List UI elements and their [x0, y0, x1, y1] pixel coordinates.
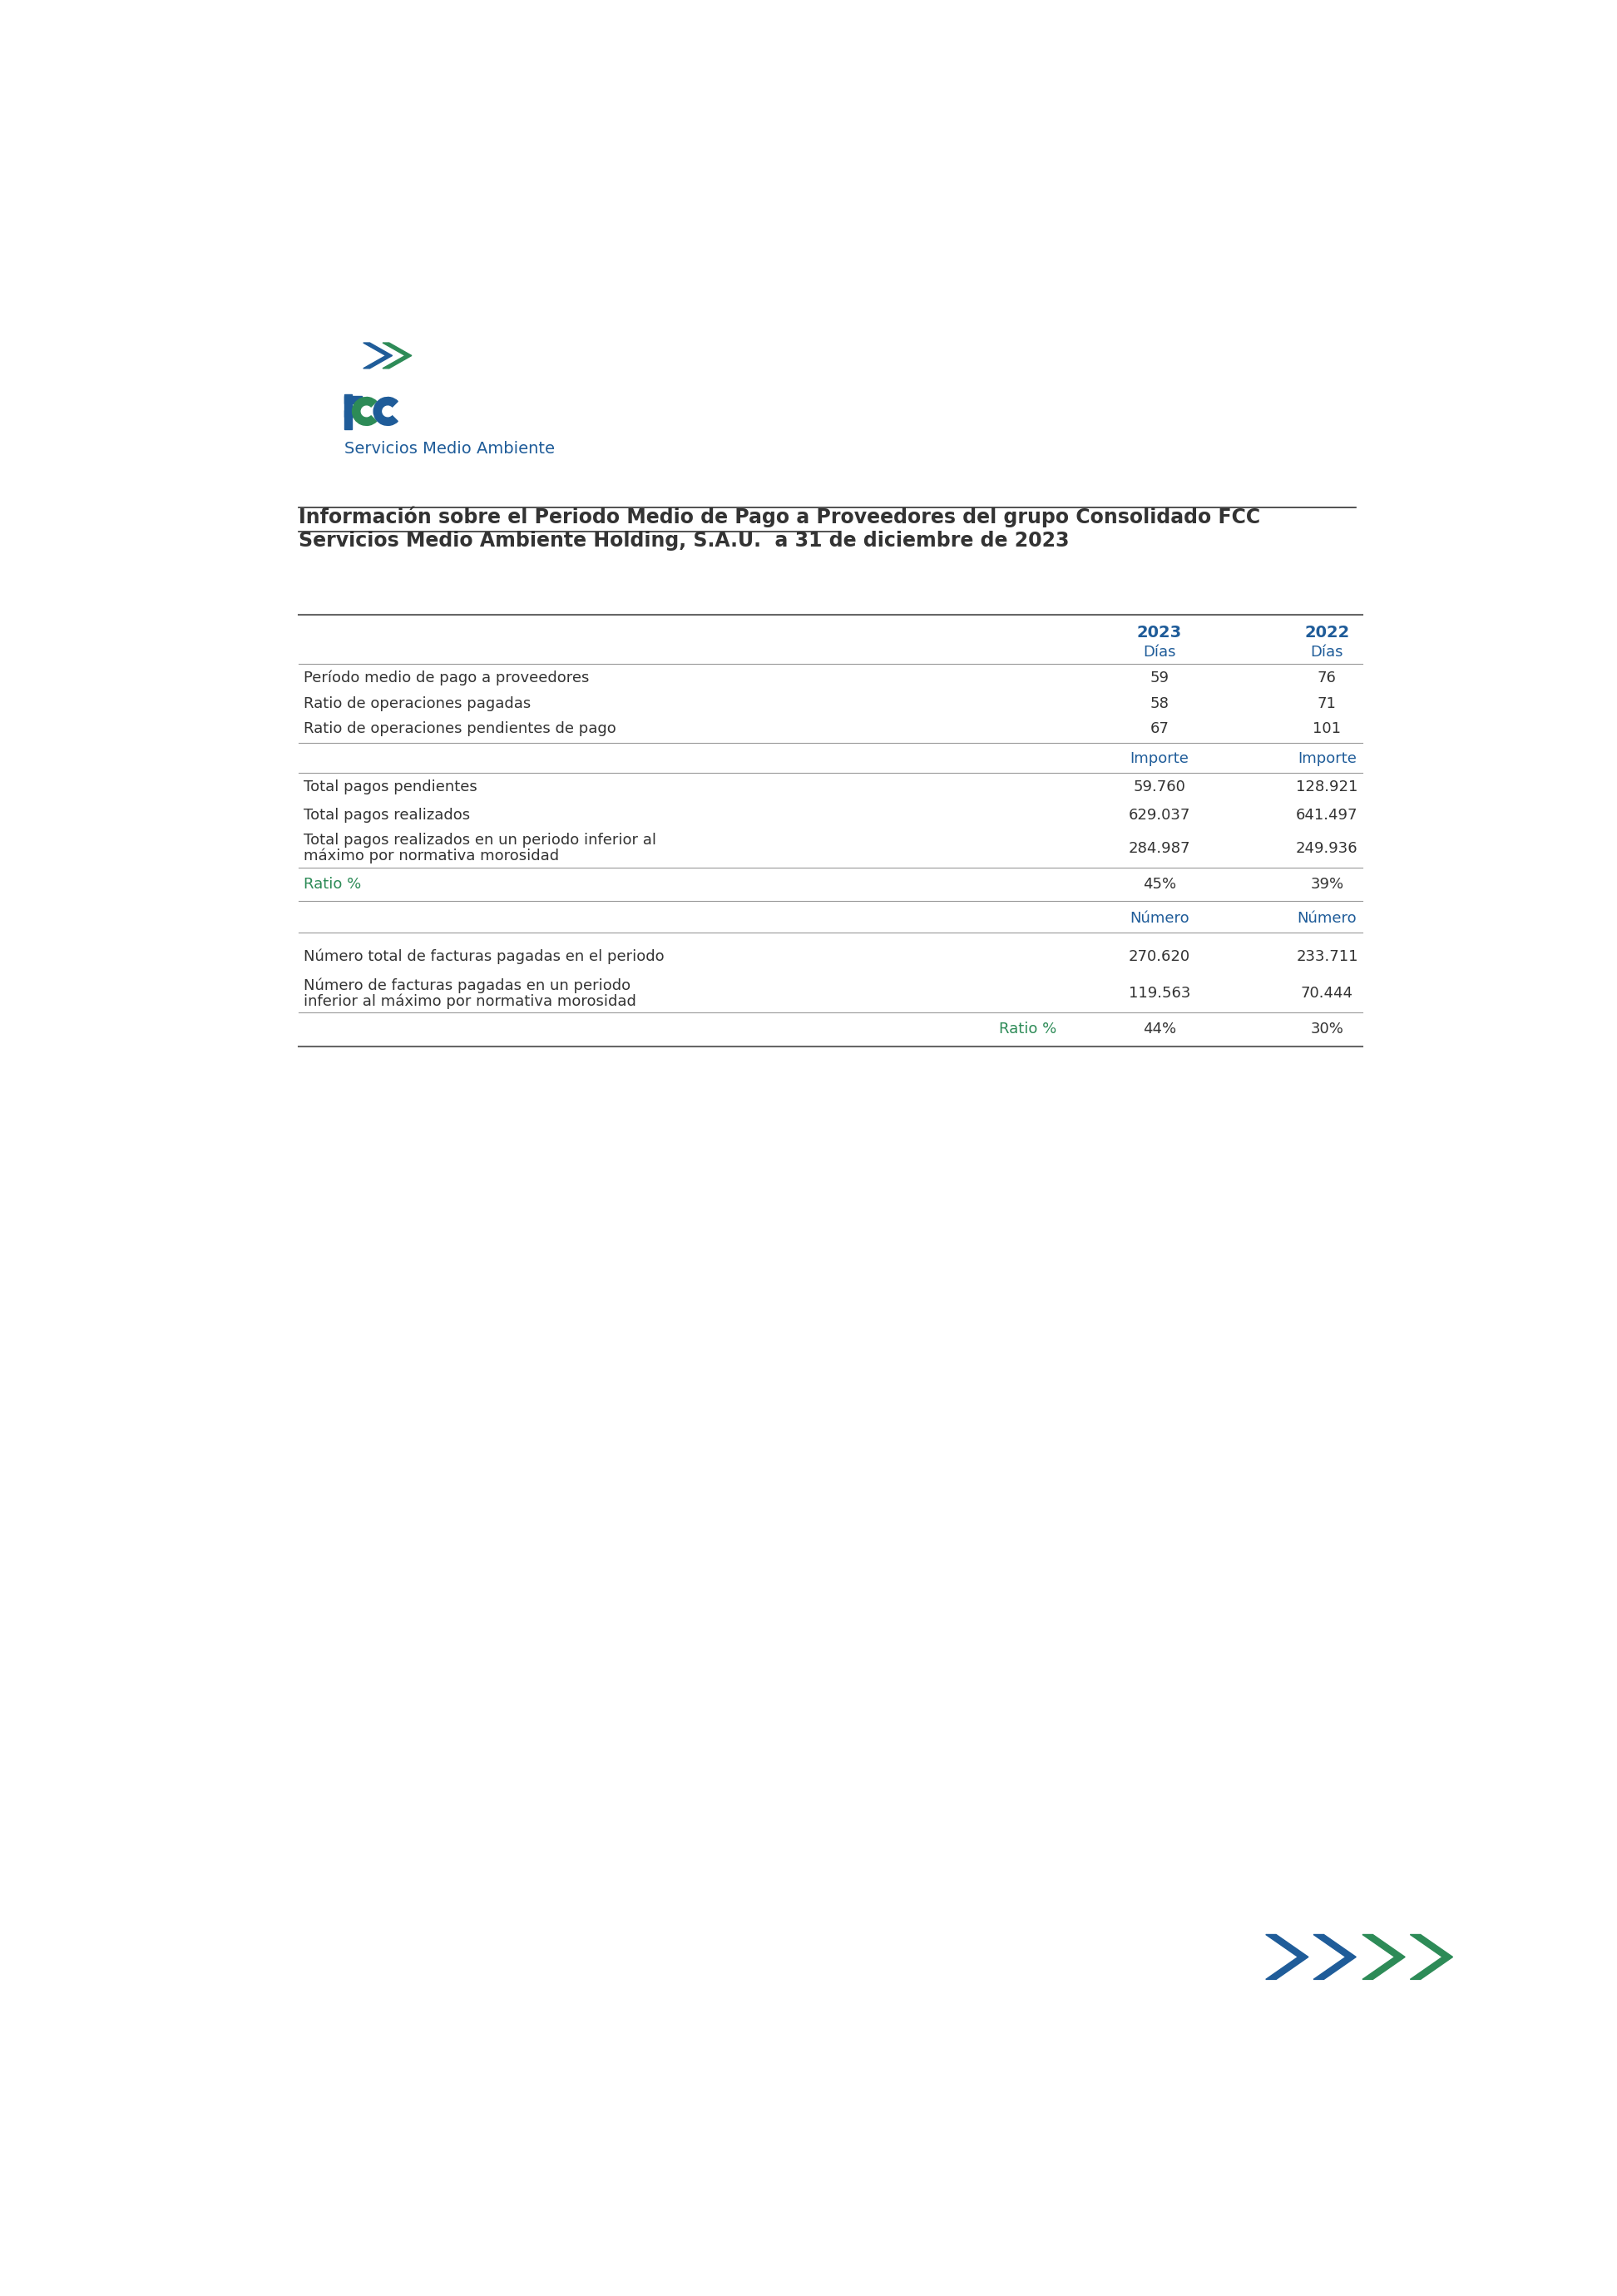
Text: 119.563: 119.563	[1129, 985, 1190, 1001]
Text: 101: 101	[1313, 721, 1340, 737]
Text: Total pagos realizados en un periodo inferior al: Total pagos realizados en un periodo inf…	[304, 833, 657, 847]
Text: 2022: 2022	[1305, 625, 1350, 641]
Text: Ratio de operaciones pagadas: Ratio de operaciones pagadas	[304, 696, 532, 712]
Text: Ratio %: Ratio %	[304, 877, 362, 891]
Polygon shape	[1410, 1936, 1452, 1979]
Bar	[344, 411, 357, 416]
Text: 270.620: 270.620	[1129, 948, 1190, 964]
Text: Ratio de operaciones pendientes de pago: Ratio de operaciones pendientes de pago	[304, 721, 616, 737]
Bar	[344, 395, 362, 404]
Text: 39%: 39%	[1310, 877, 1344, 891]
Polygon shape	[1313, 1936, 1357, 1979]
Text: Período medio de pago a proveedores: Período medio de pago a proveedores	[304, 670, 590, 687]
Text: 629.037: 629.037	[1129, 808, 1190, 822]
Text: 58: 58	[1150, 696, 1169, 712]
Text: Ratio %: Ratio %	[999, 1022, 1056, 1038]
Text: 59.760: 59.760	[1134, 778, 1185, 794]
Text: 67: 67	[1150, 721, 1169, 737]
Text: 70.444: 70.444	[1300, 985, 1353, 1001]
Text: Días: Días	[1311, 645, 1344, 659]
Text: 249.936: 249.936	[1295, 840, 1358, 856]
Wedge shape	[374, 397, 398, 425]
Text: máximo por normativa morosidad: máximo por normativa morosidad	[304, 847, 559, 863]
Text: Información sobre el Periodo Medio de Pago a Proveedores del grupo Consolidado F: Información sobre el Periodo Medio de Pa…	[299, 505, 1261, 528]
Text: 284.987: 284.987	[1129, 840, 1190, 856]
Text: 59: 59	[1150, 670, 1169, 684]
Text: Número: Número	[1130, 912, 1188, 925]
Polygon shape	[364, 342, 393, 367]
Polygon shape	[1363, 1936, 1405, 1979]
Text: 45%: 45%	[1143, 877, 1176, 891]
Text: 76: 76	[1318, 670, 1337, 684]
Text: Total pagos realizados: Total pagos realizados	[304, 808, 471, 822]
Text: Número de facturas pagadas en un periodo: Número de facturas pagadas en un periodo	[304, 978, 631, 994]
Text: Servicios Medio Ambiente Holding, S.A.U.  a 31 de diciembre de 2023: Servicios Medio Ambiente Holding, S.A.U.…	[299, 530, 1069, 551]
Text: 2023: 2023	[1137, 625, 1182, 641]
Text: Número: Número	[1297, 912, 1357, 925]
Text: 641.497: 641.497	[1297, 808, 1358, 822]
Text: Total pagos pendientes: Total pagos pendientes	[304, 778, 477, 794]
Text: Número total de facturas pagadas en el periodo: Número total de facturas pagadas en el p…	[304, 948, 665, 964]
Text: Importe: Importe	[1130, 751, 1188, 767]
Text: inferior al máximo por normativa morosidad: inferior al máximo por normativa morosid…	[304, 994, 637, 1008]
Polygon shape	[1266, 1936, 1308, 1979]
Text: 233.711: 233.711	[1297, 948, 1358, 964]
Wedge shape	[353, 397, 377, 425]
Text: Servicios Medio Ambiente: Servicios Medio Ambiente	[344, 441, 555, 457]
Text: Días: Días	[1143, 645, 1176, 659]
Text: Importe: Importe	[1297, 751, 1357, 767]
Polygon shape	[383, 342, 412, 367]
Bar	[344, 395, 351, 429]
Text: 71: 71	[1318, 696, 1337, 712]
Text: 44%: 44%	[1143, 1022, 1176, 1038]
Text: 30%: 30%	[1310, 1022, 1344, 1038]
Text: 128.921: 128.921	[1297, 778, 1358, 794]
